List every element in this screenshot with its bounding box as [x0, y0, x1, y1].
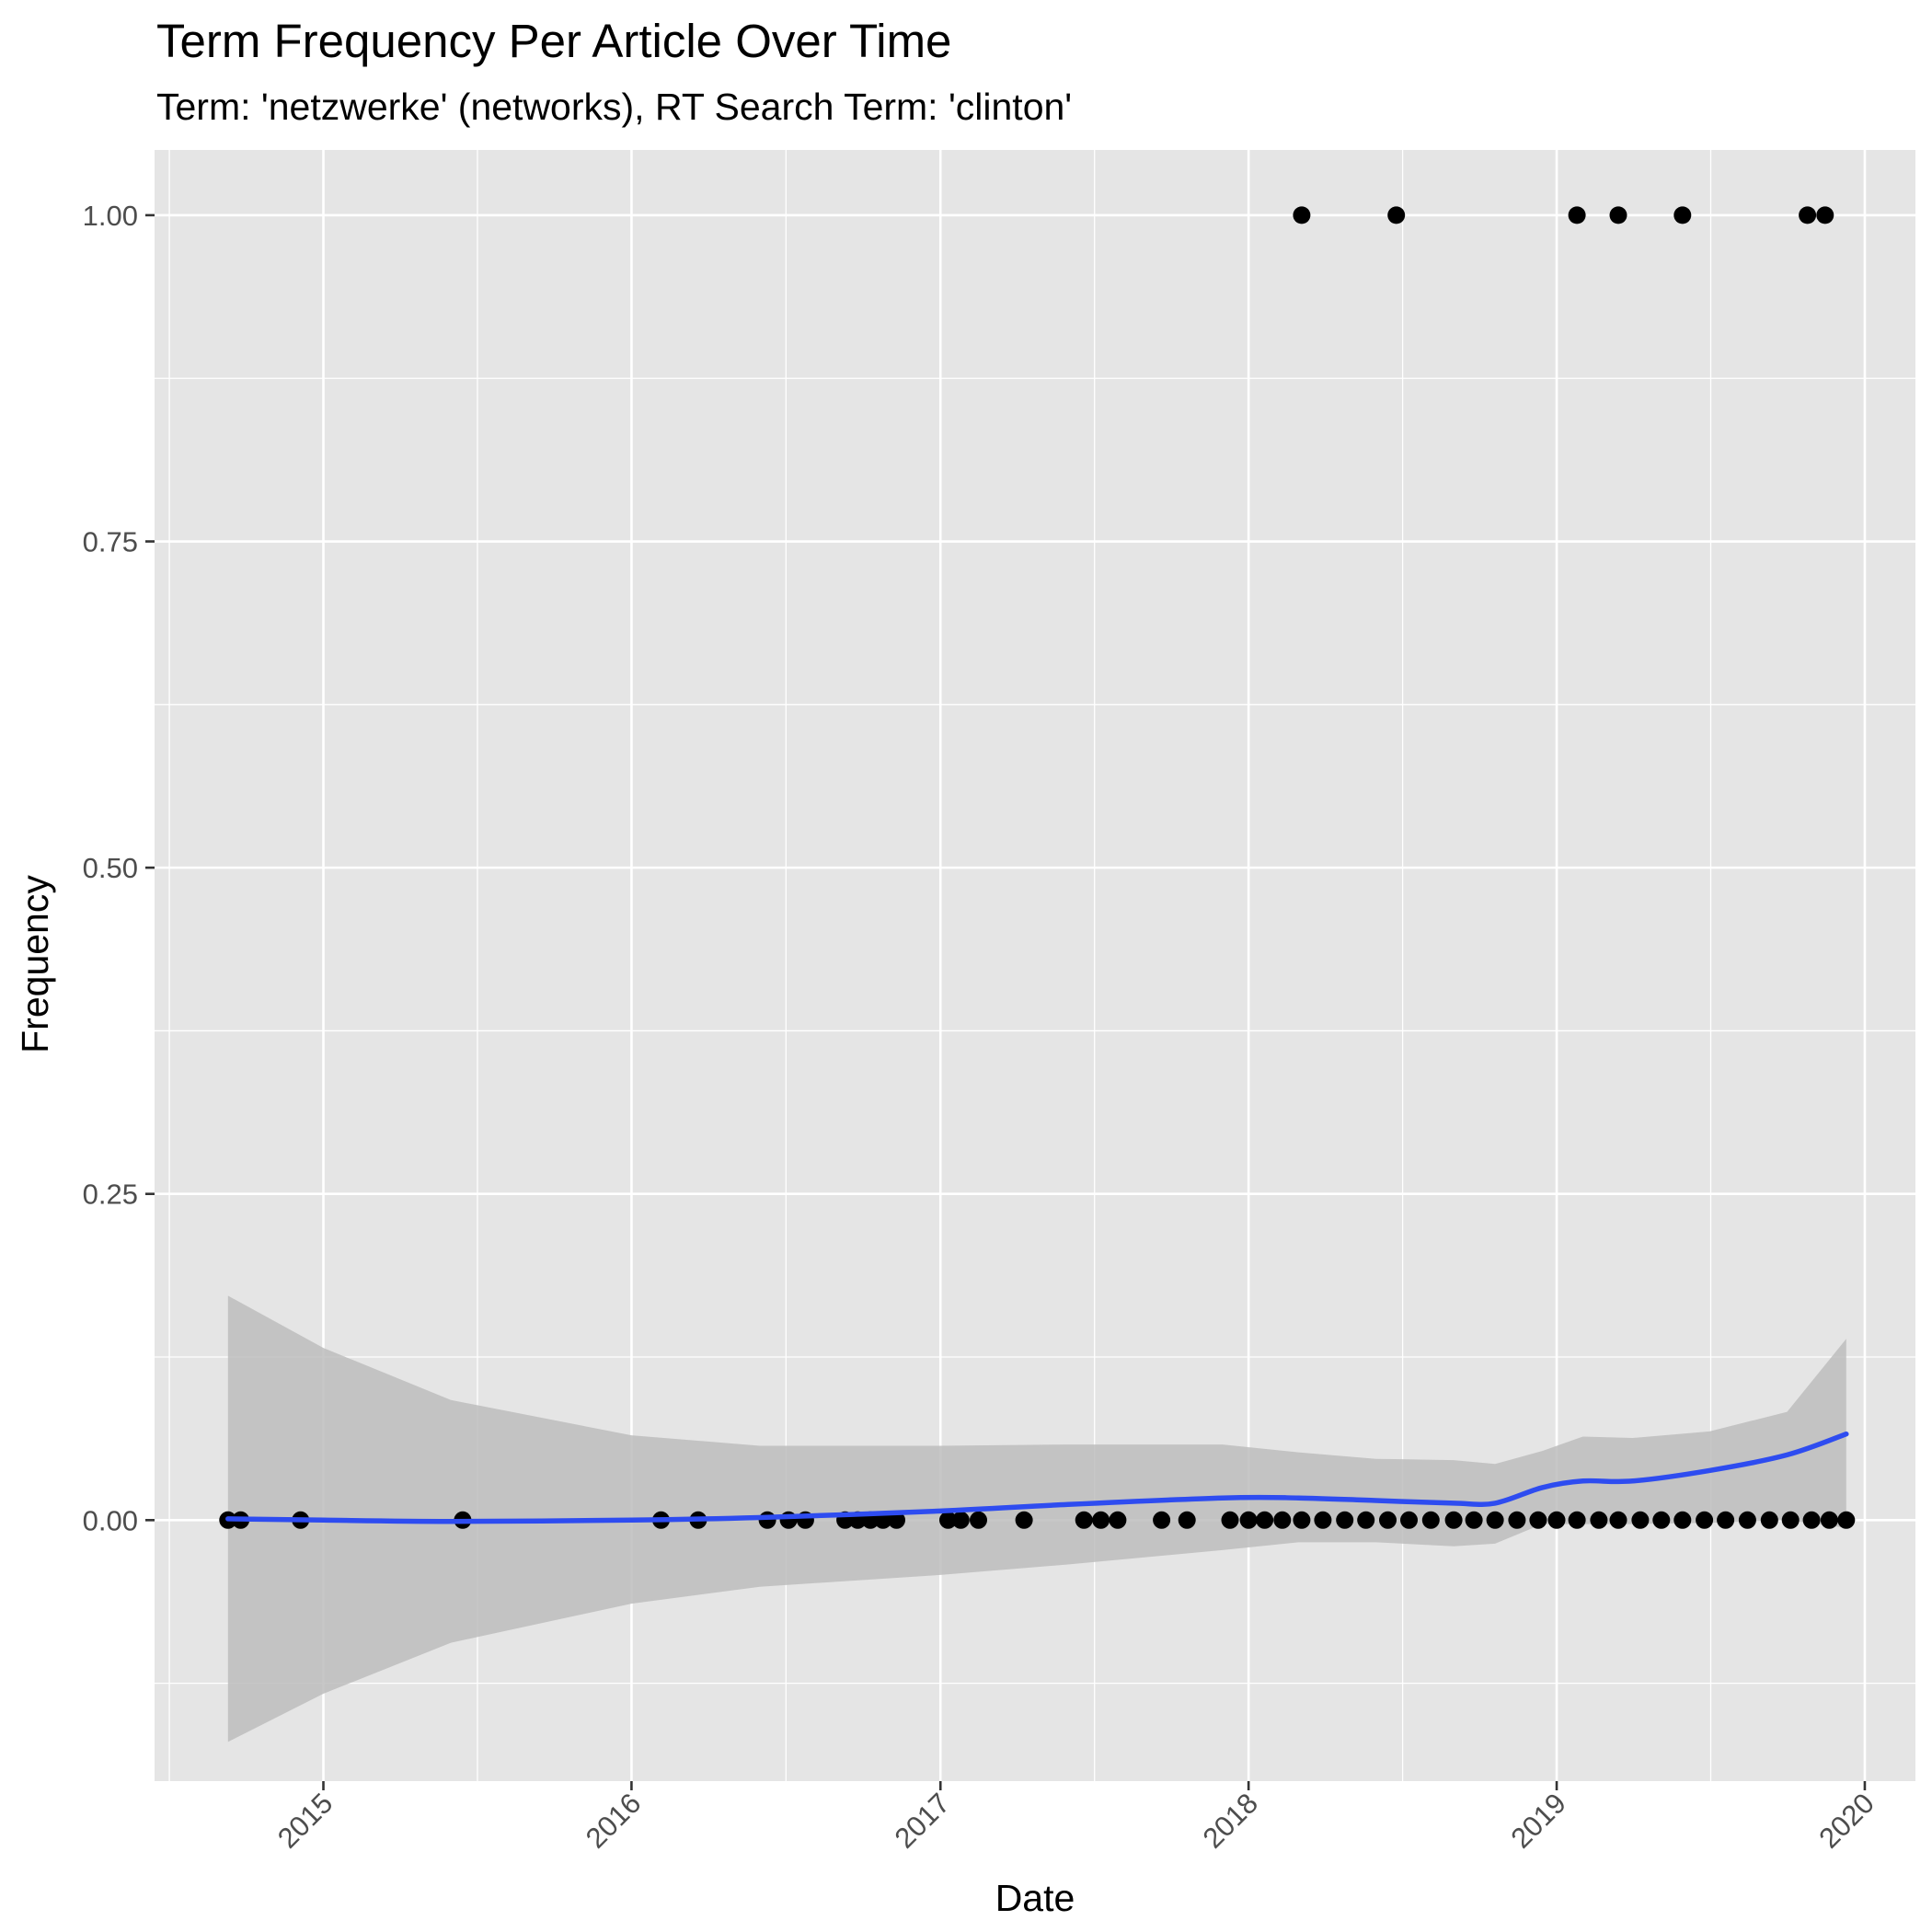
data-point — [1293, 1511, 1311, 1529]
data-point — [1221, 1511, 1239, 1529]
data-point — [1508, 1511, 1526, 1529]
data-point — [1673, 1511, 1692, 1529]
data-point — [1421, 1511, 1440, 1529]
smooth-line-layer — [225, 1431, 1849, 1524]
chart-subtitle: Term: 'netzwerke' (networks), RT Search … — [156, 86, 1072, 128]
x-tick-label: 2017 — [889, 1787, 957, 1855]
chart-title: Term Frequency Per Article Over Time — [156, 15, 951, 67]
data-point — [1781, 1511, 1800, 1529]
data-point — [1609, 1511, 1627, 1529]
data-point — [1239, 1511, 1258, 1529]
data-point — [1015, 1511, 1033, 1529]
data-point — [1400, 1511, 1418, 1529]
data-point — [1092, 1511, 1110, 1529]
data-point — [1444, 1511, 1463, 1529]
x-tick-label: 2020 — [1812, 1787, 1880, 1855]
data-point — [1816, 206, 1834, 224]
x-tick-label: 2018 — [1197, 1787, 1265, 1855]
data-point — [1696, 1511, 1714, 1529]
data-point — [1153, 1511, 1171, 1529]
data-point — [1568, 206, 1586, 224]
data-point — [1486, 1511, 1504, 1529]
data-point — [1547, 1511, 1566, 1529]
x-tick-label: 2019 — [1504, 1787, 1572, 1855]
x-tick-label: 2015 — [271, 1787, 339, 1855]
x-axis-title: Date — [995, 1877, 1075, 1919]
data-point — [1837, 1511, 1856, 1529]
y-axis-title: Frequency — [14, 875, 56, 1053]
data-point — [888, 1511, 905, 1529]
data-point — [1529, 1511, 1547, 1529]
data-point — [1738, 1511, 1756, 1529]
y-tick-label: 0.00 — [83, 1504, 138, 1536]
data-point — [1802, 1511, 1821, 1529]
data-point — [1568, 1511, 1586, 1529]
data-point — [1314, 1511, 1332, 1529]
data-point — [758, 1511, 776, 1529]
data-point — [1673, 206, 1692, 224]
y-tick-label: 0.75 — [83, 526, 138, 558]
data-point — [1820, 1511, 1838, 1529]
data-point — [1652, 1511, 1671, 1529]
data-point — [1075, 1511, 1093, 1529]
data-point — [1465, 1511, 1483, 1529]
x-axis: 2015 2016 2017 2018 2019 2020 — [271, 1781, 1880, 1855]
data-point — [951, 1511, 970, 1529]
data-point — [1799, 206, 1817, 224]
y-axis: 0.00 0.25 0.50 0.75 1.00 — [83, 200, 155, 1536]
data-point — [1760, 1511, 1778, 1529]
data-point — [1256, 1511, 1274, 1529]
data-point — [1336, 1511, 1354, 1529]
smooth-trend-line — [225, 1431, 1849, 1524]
data-point — [1379, 1511, 1397, 1529]
x-tick-label: 2016 — [580, 1787, 648, 1855]
data-point — [1273, 1511, 1292, 1529]
y-tick-label: 0.50 — [83, 852, 138, 884]
data-point — [1387, 206, 1406, 224]
data-point — [1357, 1511, 1375, 1529]
data-point — [1293, 206, 1311, 224]
y-tick-label: 0.25 — [83, 1179, 138, 1211]
y-tick-label: 1.00 — [83, 200, 138, 232]
confidence-band — [227, 1295, 1846, 1742]
data-point — [1109, 1511, 1127, 1529]
data-point — [1631, 1511, 1650, 1529]
data-point — [970, 1511, 987, 1529]
data-point — [1717, 1511, 1735, 1529]
plot-area — [155, 150, 1915, 1781]
data-point — [1590, 1511, 1608, 1529]
data-point — [1609, 206, 1627, 224]
data-point — [1178, 1511, 1196, 1529]
confidence-band-area — [227, 1295, 1846, 1742]
data-point — [939, 1511, 957, 1529]
